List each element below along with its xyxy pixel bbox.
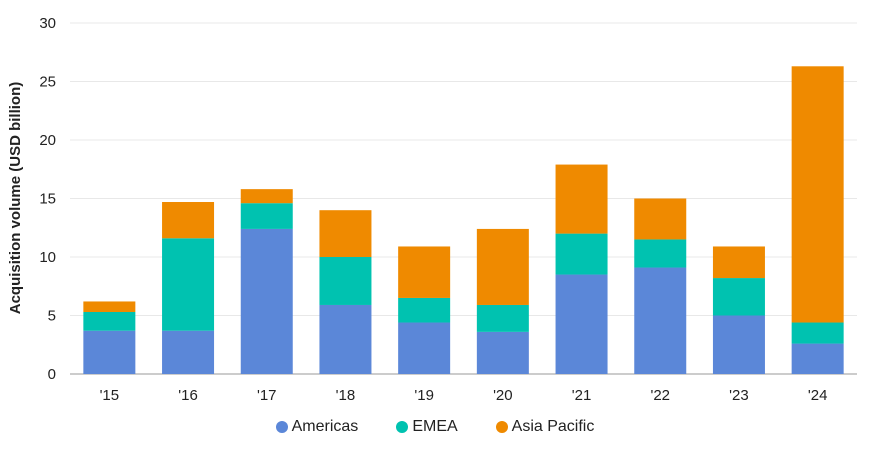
x-tick-label: '20	[493, 387, 513, 404]
x-axis-ticks: '15 '16 '17 '18 '19 '20 '21 '22 '23 '24	[100, 387, 828, 404]
x-tick-label: '24	[808, 387, 828, 404]
y-tick-label: 30	[39, 15, 56, 32]
bar-asia-pacific	[712, 246, 765, 279]
bar-emea	[398, 297, 451, 323]
bar-asia-pacific	[83, 301, 136, 312]
bar-americas	[83, 330, 136, 374]
legend-marker-icon	[396, 421, 409, 433]
bar-asia-pacific	[634, 198, 687, 240]
bar-emea	[83, 311, 136, 331]
bar-americas	[476, 331, 529, 374]
legend: Americas EMEA Asia Pacific	[0, 418, 870, 436]
bar-emea	[634, 239, 687, 268]
bar-asia-pacific	[319, 210, 372, 257]
bar-asia-pacific	[791, 66, 844, 323]
bar-americas	[791, 343, 844, 374]
x-tick-label: '18	[336, 387, 356, 404]
bar-asia-pacific	[240, 189, 293, 204]
bars	[83, 66, 844, 374]
bar-asia-pacific	[476, 228, 529, 305]
legend-marker-icon	[275, 421, 288, 433]
x-tick-label: '19	[414, 387, 434, 404]
y-axis-label: Acquisition volume (USD billion)	[7, 82, 24, 315]
bar-americas	[162, 330, 215, 374]
bar-asia-pacific	[555, 164, 608, 234]
bar-asia-pacific	[398, 246, 451, 298]
y-tick-label: 10	[39, 249, 56, 266]
bar-emea	[555, 233, 608, 275]
legend-label: Americas	[291, 418, 359, 435]
legend-item: EMEA	[396, 418, 458, 436]
x-tick-label: '16	[178, 387, 198, 404]
bar-emea	[240, 203, 293, 229]
y-tick-label: 15	[39, 191, 56, 208]
bar-americas	[634, 267, 687, 374]
bar-americas	[319, 304, 372, 374]
y-tick-label: 25	[39, 74, 56, 91]
x-tick-label: '22	[650, 387, 670, 404]
bar-americas	[240, 228, 293, 374]
legend-label: EMEA	[412, 418, 458, 435]
x-tick-label: '23	[729, 387, 749, 404]
y-axis-ticks: 0 5 10 15 20 25 30	[39, 15, 56, 383]
bar-emea	[162, 238, 215, 331]
y-tick-label: 5	[48, 308, 56, 325]
bar-emea	[319, 257, 372, 305]
legend-item: Americas	[275, 418, 359, 436]
y-tick-label: 20	[39, 132, 56, 149]
bar-americas	[398, 322, 451, 374]
y-tick-label: 0	[48, 366, 56, 383]
stacked-bar-chart: 0 5 10 15 20 25 30 '15 '16 '17 '18 '19 '20 '21 '22 '23…	[7, 15, 857, 404]
bar-americas	[712, 315, 765, 374]
legend-label: Asia Pacific	[511, 418, 595, 435]
legend-marker-icon	[495, 421, 508, 433]
x-tick-label: '17	[257, 387, 277, 404]
legend-item: Asia Pacific	[495, 418, 595, 436]
bar-emea	[791, 322, 844, 344]
bar-emea	[476, 304, 529, 332]
x-tick-label: '21	[572, 387, 592, 404]
bar-emea	[712, 278, 765, 316]
bar-americas	[555, 274, 608, 374]
x-tick-label: '15	[100, 387, 120, 404]
bar-asia-pacific	[162, 202, 215, 239]
